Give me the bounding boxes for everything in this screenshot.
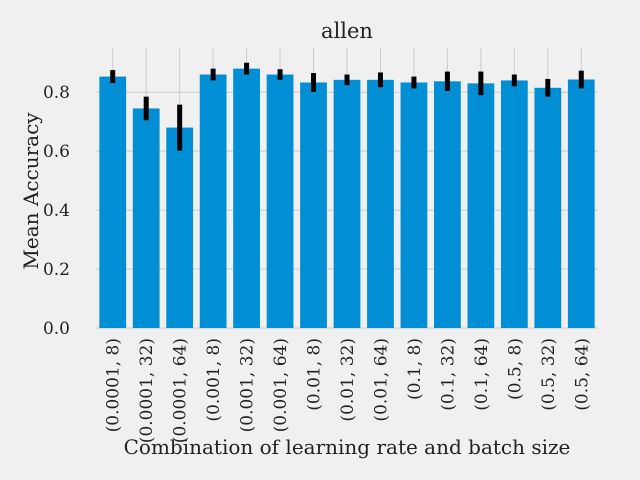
x-tick-label: (0.001, 32): [238, 338, 258, 432]
bar: [300, 82, 327, 328]
y-tick-labels: 0.0 0.2 0.4 0.6 0.8: [43, 83, 70, 339]
bars: [99, 68, 595, 329]
y-tick-label: 0.8: [43, 83, 70, 103]
bar: [132, 108, 160, 328]
y-axis-label: Mean Accuracy: [19, 112, 43, 270]
x-tick-label: (0.001, 8): [204, 338, 224, 422]
bar: [400, 82, 428, 328]
x-tick-label: (0.5, 8): [505, 338, 525, 400]
x-tick-labels: (0.0001, 8) (0.0001, 32) (0.0001, 64) (0.00…: [104, 338, 593, 443]
x-tick-label: (0.0001, 64): [171, 338, 191, 443]
chart-title: allen: [321, 19, 373, 43]
bar: [534, 87, 562, 328]
error-bars: [110, 62, 584, 151]
x-tick-label: (0.5, 32): [539, 338, 559, 411]
y-tick-label: 0.2: [43, 260, 70, 280]
x-tick-label: (0.001, 64): [271, 338, 291, 432]
y-tick-label: 0.0: [43, 319, 70, 339]
bar: [99, 76, 127, 328]
x-tick-label: (0.5, 64): [572, 338, 592, 411]
bar: [467, 83, 495, 328]
y-tick-label: 0.6: [43, 142, 70, 162]
bar: [233, 68, 260, 328]
bar: [199, 74, 227, 329]
x-tick-label: (0.01, 32): [338, 338, 358, 422]
bar: [367, 79, 394, 329]
x-axis-label: Combination of learning rate and batch s…: [124, 435, 571, 459]
bar: [567, 79, 595, 329]
x-tick-label: (0.01, 64): [371, 338, 391, 422]
x-tick-label: (0.0001, 8): [104, 338, 124, 432]
x-tick-label: (0.1, 64): [472, 338, 492, 411]
x-tick-label: (0.1, 32): [438, 338, 458, 411]
x-tick-label: (0.01, 8): [305, 338, 325, 411]
x-tick-label: (0.0001, 32): [137, 338, 157, 443]
bar: [333, 79, 361, 329]
bar: [266, 74, 294, 329]
bar: [434, 81, 461, 328]
x-tick-label: (0.1, 8): [405, 338, 425, 400]
bar: [500, 80, 528, 328]
bar: [166, 127, 194, 328]
y-tick-label: 0.4: [43, 201, 70, 221]
